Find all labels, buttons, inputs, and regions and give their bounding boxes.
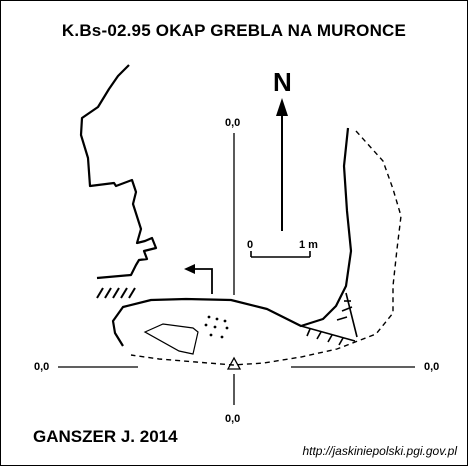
cave-outline: [111, 127, 353, 347]
north-arrow-icon: [276, 98, 288, 231]
map-title: K.Bs-02.95 OKAP GREBLA NA MURONCE: [61, 21, 407, 40]
coord-label-top: 0,0: [225, 117, 241, 129]
coord-label-bottom: 0,0: [225, 413, 241, 425]
scale-bar: [250, 251, 311, 258]
cliff-outline: [79, 64, 158, 280]
rubble-dots-icon: [204, 315, 229, 339]
coord-label-left: 0,0: [34, 361, 50, 373]
coordinate-lines: [58, 133, 415, 405]
dripline-dashed: [130, 130, 402, 366]
overhang-hatch-left: [96, 287, 136, 299]
boulder-icon: [143, 323, 199, 355]
author-label: GANSZER J. 2014: [33, 427, 178, 446]
source-url[interactable]: http://jaskiniepolski.pgi.gov.pl: [302, 444, 457, 458]
coord-label-right: 0,0: [424, 361, 440, 373]
overhang-ticks-right: [300, 292, 358, 346]
scale-end-label: 1 m: [299, 239, 318, 251]
scale-start-label: 0: [247, 239, 254, 251]
north-label: N: [273, 67, 292, 97]
datum-triangle-icon: [226, 356, 242, 370]
entrance-arrow-icon: [184, 264, 213, 294]
